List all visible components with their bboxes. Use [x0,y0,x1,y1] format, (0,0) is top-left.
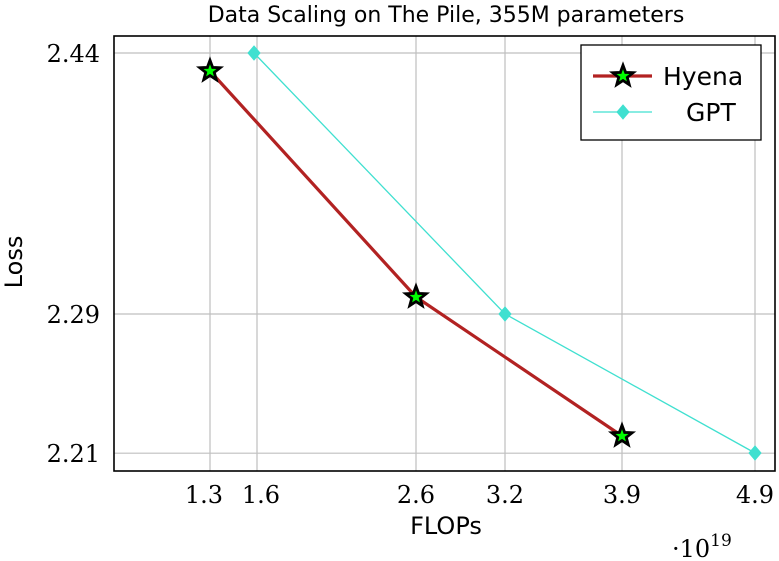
series-hyena [195,56,637,448]
x-tick-label: 3.9 [603,481,641,509]
x-tick-label: 1.3 [185,481,223,509]
diamond-marker-icon [748,445,762,461]
x-tick-label: 1.6 [242,481,280,509]
legend: Hyena GPT [580,44,762,141]
x-tick-label: 2.6 [397,481,435,509]
y-tick-label: 2.21 [47,440,100,468]
x-axis-label: FLOPs [410,512,482,540]
legend-box [580,44,762,141]
star-marker-center [616,69,630,82]
diamond-marker-icon [498,306,512,322]
x-multiplier: ·1019 [672,531,732,561]
diamond-marker-icon [616,104,630,120]
y-tick-labels: 2.44 2.29 2.21 [47,40,100,468]
legend-item-hyena: Hyena [593,61,743,91]
star-marker-center [615,429,629,442]
chart-title: Data Scaling on The Pile, 355M parameter… [208,3,685,28]
x-tick-label: 4.9 [736,481,774,509]
star-marker-center [203,64,217,77]
y-tick-label: 2.29 [47,301,100,329]
star-marker-center [409,290,423,303]
legend-label: Hyena [663,62,743,91]
x-tick-label: 3.2 [486,481,524,509]
diamond-marker-icon [247,45,261,61]
legend-label: GPT [686,98,736,127]
x-tick-labels: 1.3 1.6 2.6 3.2 3.9 4.9 [185,481,774,509]
y-tick-label: 2.44 [47,40,100,68]
plot-frame [113,35,776,472]
legend-item-gpt: GPT [593,98,736,127]
y-axis-label: Loss [0,236,28,289]
series-group [195,45,762,461]
series-gpt [247,45,762,461]
